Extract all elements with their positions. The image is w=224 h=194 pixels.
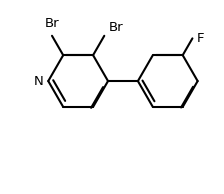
Text: Br: Br	[108, 21, 123, 34]
Text: F: F	[196, 32, 204, 45]
Text: Br: Br	[45, 17, 59, 30]
Text: N: N	[34, 74, 43, 87]
